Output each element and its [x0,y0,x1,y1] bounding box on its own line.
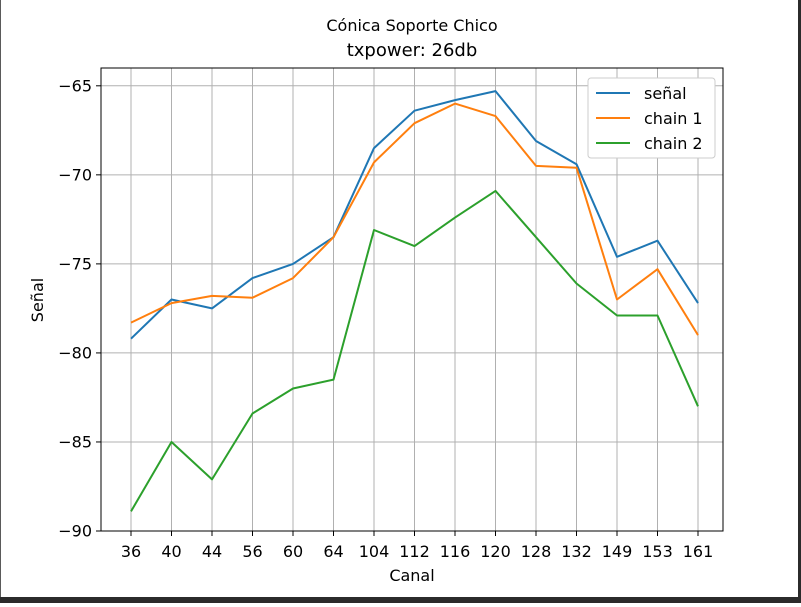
x-tick-label: 112 [399,542,430,561]
x-tick-label: 128 [521,542,552,561]
x-tick-label: 149 [602,542,633,561]
legend-items: señal chain 1 chain 2 [596,84,703,153]
x-axis: 36 40 44 56 60 64 104 112 116 120 128 132 149 153 161 [121,531,713,561]
x-tick-label: 116 [440,542,471,561]
legend-label: chain 1 [644,109,703,128]
plot-area-frame [100,67,724,532]
chart-subtitle: txpower: 26db [347,40,478,61]
legend-label: chain 2 [644,134,703,153]
x-tick-label: 36 [121,542,141,561]
y-tick-label: −80 [58,343,92,362]
chart-title: Cónica Soporte Chico [326,16,497,35]
legend: señal chain 1 chain 2 [587,77,716,159]
x-tick-label: 40 [161,542,181,561]
series-line-chain-2 [130,189,699,512]
x-tick-label: 44 [202,542,222,561]
x-tick-label: 60 [283,542,303,561]
x-tick-label: 161 [683,542,714,561]
x-tick-label: 104 [359,542,390,561]
y-tick-label: −70 [58,165,92,184]
y-tick-label: −85 [58,432,92,451]
window-bottom-edge [0,597,801,603]
x-tick-label: 120 [480,542,511,561]
y-tick-label: −65 [58,76,92,95]
x-tick-label: 56 [242,542,262,561]
y-axis-label: Señal [28,278,47,322]
x-tick-label: 64 [323,542,343,561]
window-left-edge [0,0,1,603]
x-axis-label: Canal [389,566,434,585]
y-axis: −65 −70 −75 −80 −85 −90 [58,76,101,541]
legend-label: señal [644,84,687,103]
series-line-señal [130,90,699,340]
legend-box [587,77,716,159]
x-tick-label: 153 [642,542,673,561]
y-tick-label: −75 [58,254,92,273]
series-lines [130,90,699,512]
y-tick-label: −90 [58,522,92,541]
x-tick-label: 132 [561,542,592,561]
window-right-edge [798,0,801,603]
series-line-chain-1 [130,102,699,336]
